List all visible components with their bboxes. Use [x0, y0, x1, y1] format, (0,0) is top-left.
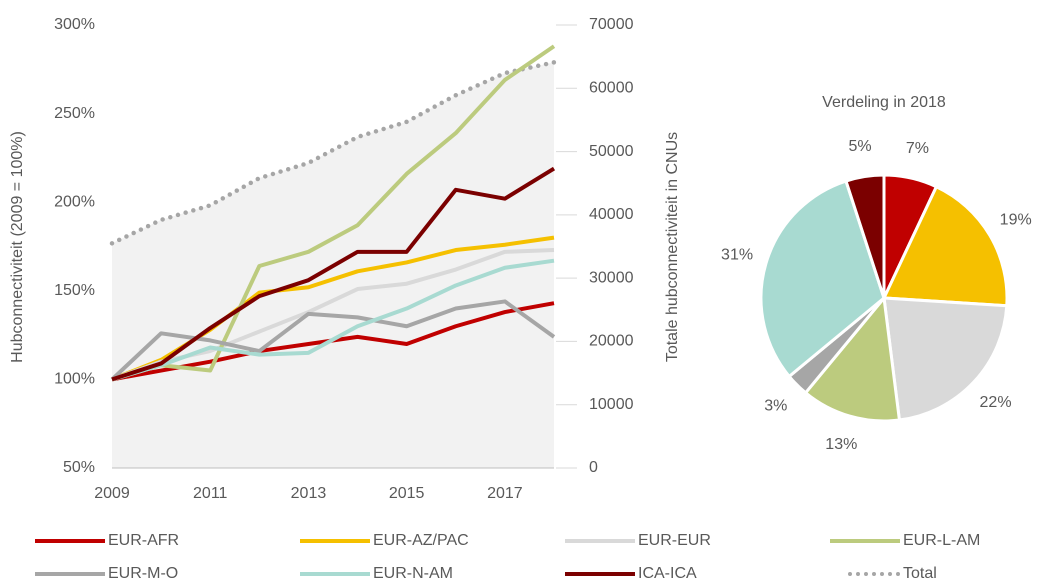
legend-label: Total: [903, 565, 937, 582]
y-tick-label: 300%: [54, 16, 95, 33]
legend-label: EUR-L-AM: [903, 532, 980, 549]
y2-tick-label: 30000: [589, 269, 634, 286]
pie-slice: [803, 294, 902, 423]
x-tick-label: 2013: [291, 485, 327, 502]
y2-tick-label: 40000: [589, 206, 634, 223]
y2-tick-label: 60000: [589, 80, 634, 97]
line-series: [111, 44, 556, 382]
line-series: [109, 60, 557, 246]
legend-label: EUR-EUR: [638, 532, 711, 549]
pie-label: 22%: [980, 394, 1012, 411]
pie-label: 3%: [764, 397, 787, 414]
legend-label: EUR-AZ/PAC: [373, 532, 469, 549]
y2-tick-label: 50000: [589, 143, 634, 160]
pie-label: 7%: [906, 140, 929, 157]
y2-tick-label: 70000: [589, 16, 634, 33]
pie-slice: [882, 296, 1009, 422]
pie-label: 31%: [721, 247, 753, 264]
legend-label: EUR-AFR: [108, 532, 179, 549]
line-series: [111, 166, 556, 382]
pie-slice: [759, 179, 886, 379]
line-series: [111, 258, 555, 382]
x-tick-label: 2011: [193, 485, 228, 502]
y-axis-title: Hubconnectiviteit (2009 = 100%): [9, 131, 26, 363]
legend-label: EUR-M-O: [108, 565, 178, 582]
y-tick-label: 250%: [54, 105, 95, 122]
legend-label: ICA-ICA: [638, 565, 697, 582]
x-tick-label: 2017: [487, 485, 523, 502]
y-tick-label: 150%: [54, 282, 95, 299]
y2-tick-label: 10000: [589, 396, 634, 413]
x-tick-label: 2009: [94, 485, 130, 502]
legend-label: EUR-N-AM: [373, 565, 453, 582]
y2-axis-title: Totale hubconnectiviteit in CNUs: [664, 132, 681, 362]
y-tick-label: 50%: [63, 459, 95, 476]
y2-tick-label: 20000: [589, 333, 634, 350]
pie-title: Verdeling in 2018: [822, 94, 946, 111]
y-tick-label: 200%: [54, 193, 95, 210]
line-series: [110, 299, 556, 381]
pie-slice: [881, 184, 1009, 308]
pie-slice: [844, 173, 886, 299]
pie-label: 13%: [825, 436, 857, 453]
pie-label: 19%: [1000, 211, 1032, 228]
y2-tick-label: 0: [589, 459, 598, 476]
x-tick-label: 2015: [389, 485, 425, 502]
pie-label: 5%: [849, 138, 872, 155]
y-tick-label: 100%: [54, 371, 95, 388]
